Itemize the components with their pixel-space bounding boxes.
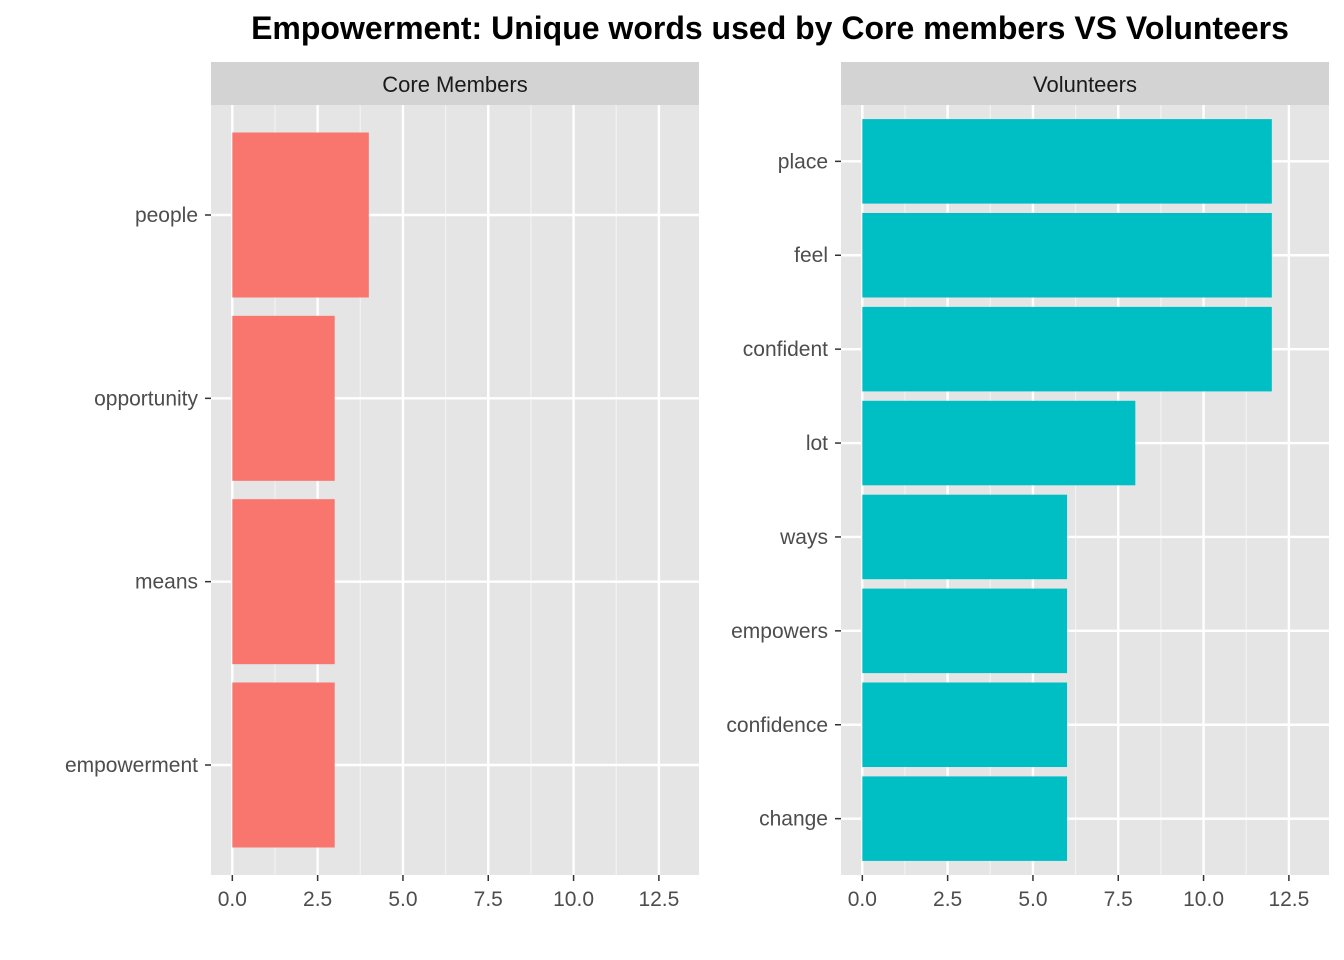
- bar-ways: [862, 494, 1068, 580]
- bar-opportunity: [232, 315, 335, 481]
- bar-lot: [862, 400, 1136, 486]
- facet-strip-label: Volunteers: [1033, 72, 1137, 97]
- y-tick-label: people: [135, 204, 198, 227]
- bar-empowerment: [232, 682, 335, 848]
- y-tick-label: lot: [806, 432, 828, 455]
- x-tick-label: 0.0: [848, 888, 877, 911]
- facet-strip: [211, 62, 699, 105]
- y-tick-label: feel: [794, 244, 828, 267]
- x-tick-label: 10.0: [553, 888, 594, 911]
- x-tick-label: 0.0: [218, 888, 247, 911]
- bar-means: [232, 499, 335, 665]
- y-tick-label: confident: [743, 338, 828, 361]
- y-tick-label: place: [778, 150, 828, 173]
- x-tick-label: 12.5: [638, 888, 679, 911]
- bar-people: [232, 132, 369, 298]
- bar-place: [862, 119, 1272, 204]
- panel-volunteers: Volunteers 0.0 2.5 5.0 7.5 10.0 12.5 place feel c…: [726, 62, 1329, 911]
- panel-core-members: Core Members 0.0 2.5 5.0 7.5 10.0 12.5 people op…: [65, 62, 699, 911]
- bar-confidence: [862, 682, 1068, 768]
- x-tick-label: 2.5: [303, 888, 332, 911]
- chart-title: Empowerment: Unique words used by Core m…: [251, 10, 1289, 46]
- x-tick-label: 7.5: [474, 888, 503, 911]
- bar-empowers: [862, 588, 1068, 674]
- facet-strip: [841, 62, 1329, 105]
- x-tick-label: 5.0: [388, 888, 417, 911]
- x-tick-label: 5.0: [1018, 888, 1047, 911]
- x-tick-label: 7.5: [1104, 888, 1133, 911]
- x-tick-label: 2.5: [933, 888, 962, 911]
- y-tick-label: empowerment: [65, 754, 198, 777]
- bar-change: [862, 776, 1068, 861]
- x-tick-label: 10.0: [1183, 888, 1224, 911]
- y-tick-label: empowers: [731, 620, 828, 643]
- y-tick-label: means: [135, 571, 198, 594]
- y-tick-label: confidence: [726, 714, 828, 737]
- y-tick-label: change: [759, 808, 828, 831]
- facet-strip-label: Core Members: [382, 72, 527, 97]
- y-tick-label: opportunity: [94, 387, 198, 410]
- bar-confident: [862, 306, 1272, 392]
- x-tick-label: 12.5: [1268, 888, 1309, 911]
- bar-feel: [862, 212, 1272, 298]
- y-tick-label: ways: [779, 526, 828, 549]
